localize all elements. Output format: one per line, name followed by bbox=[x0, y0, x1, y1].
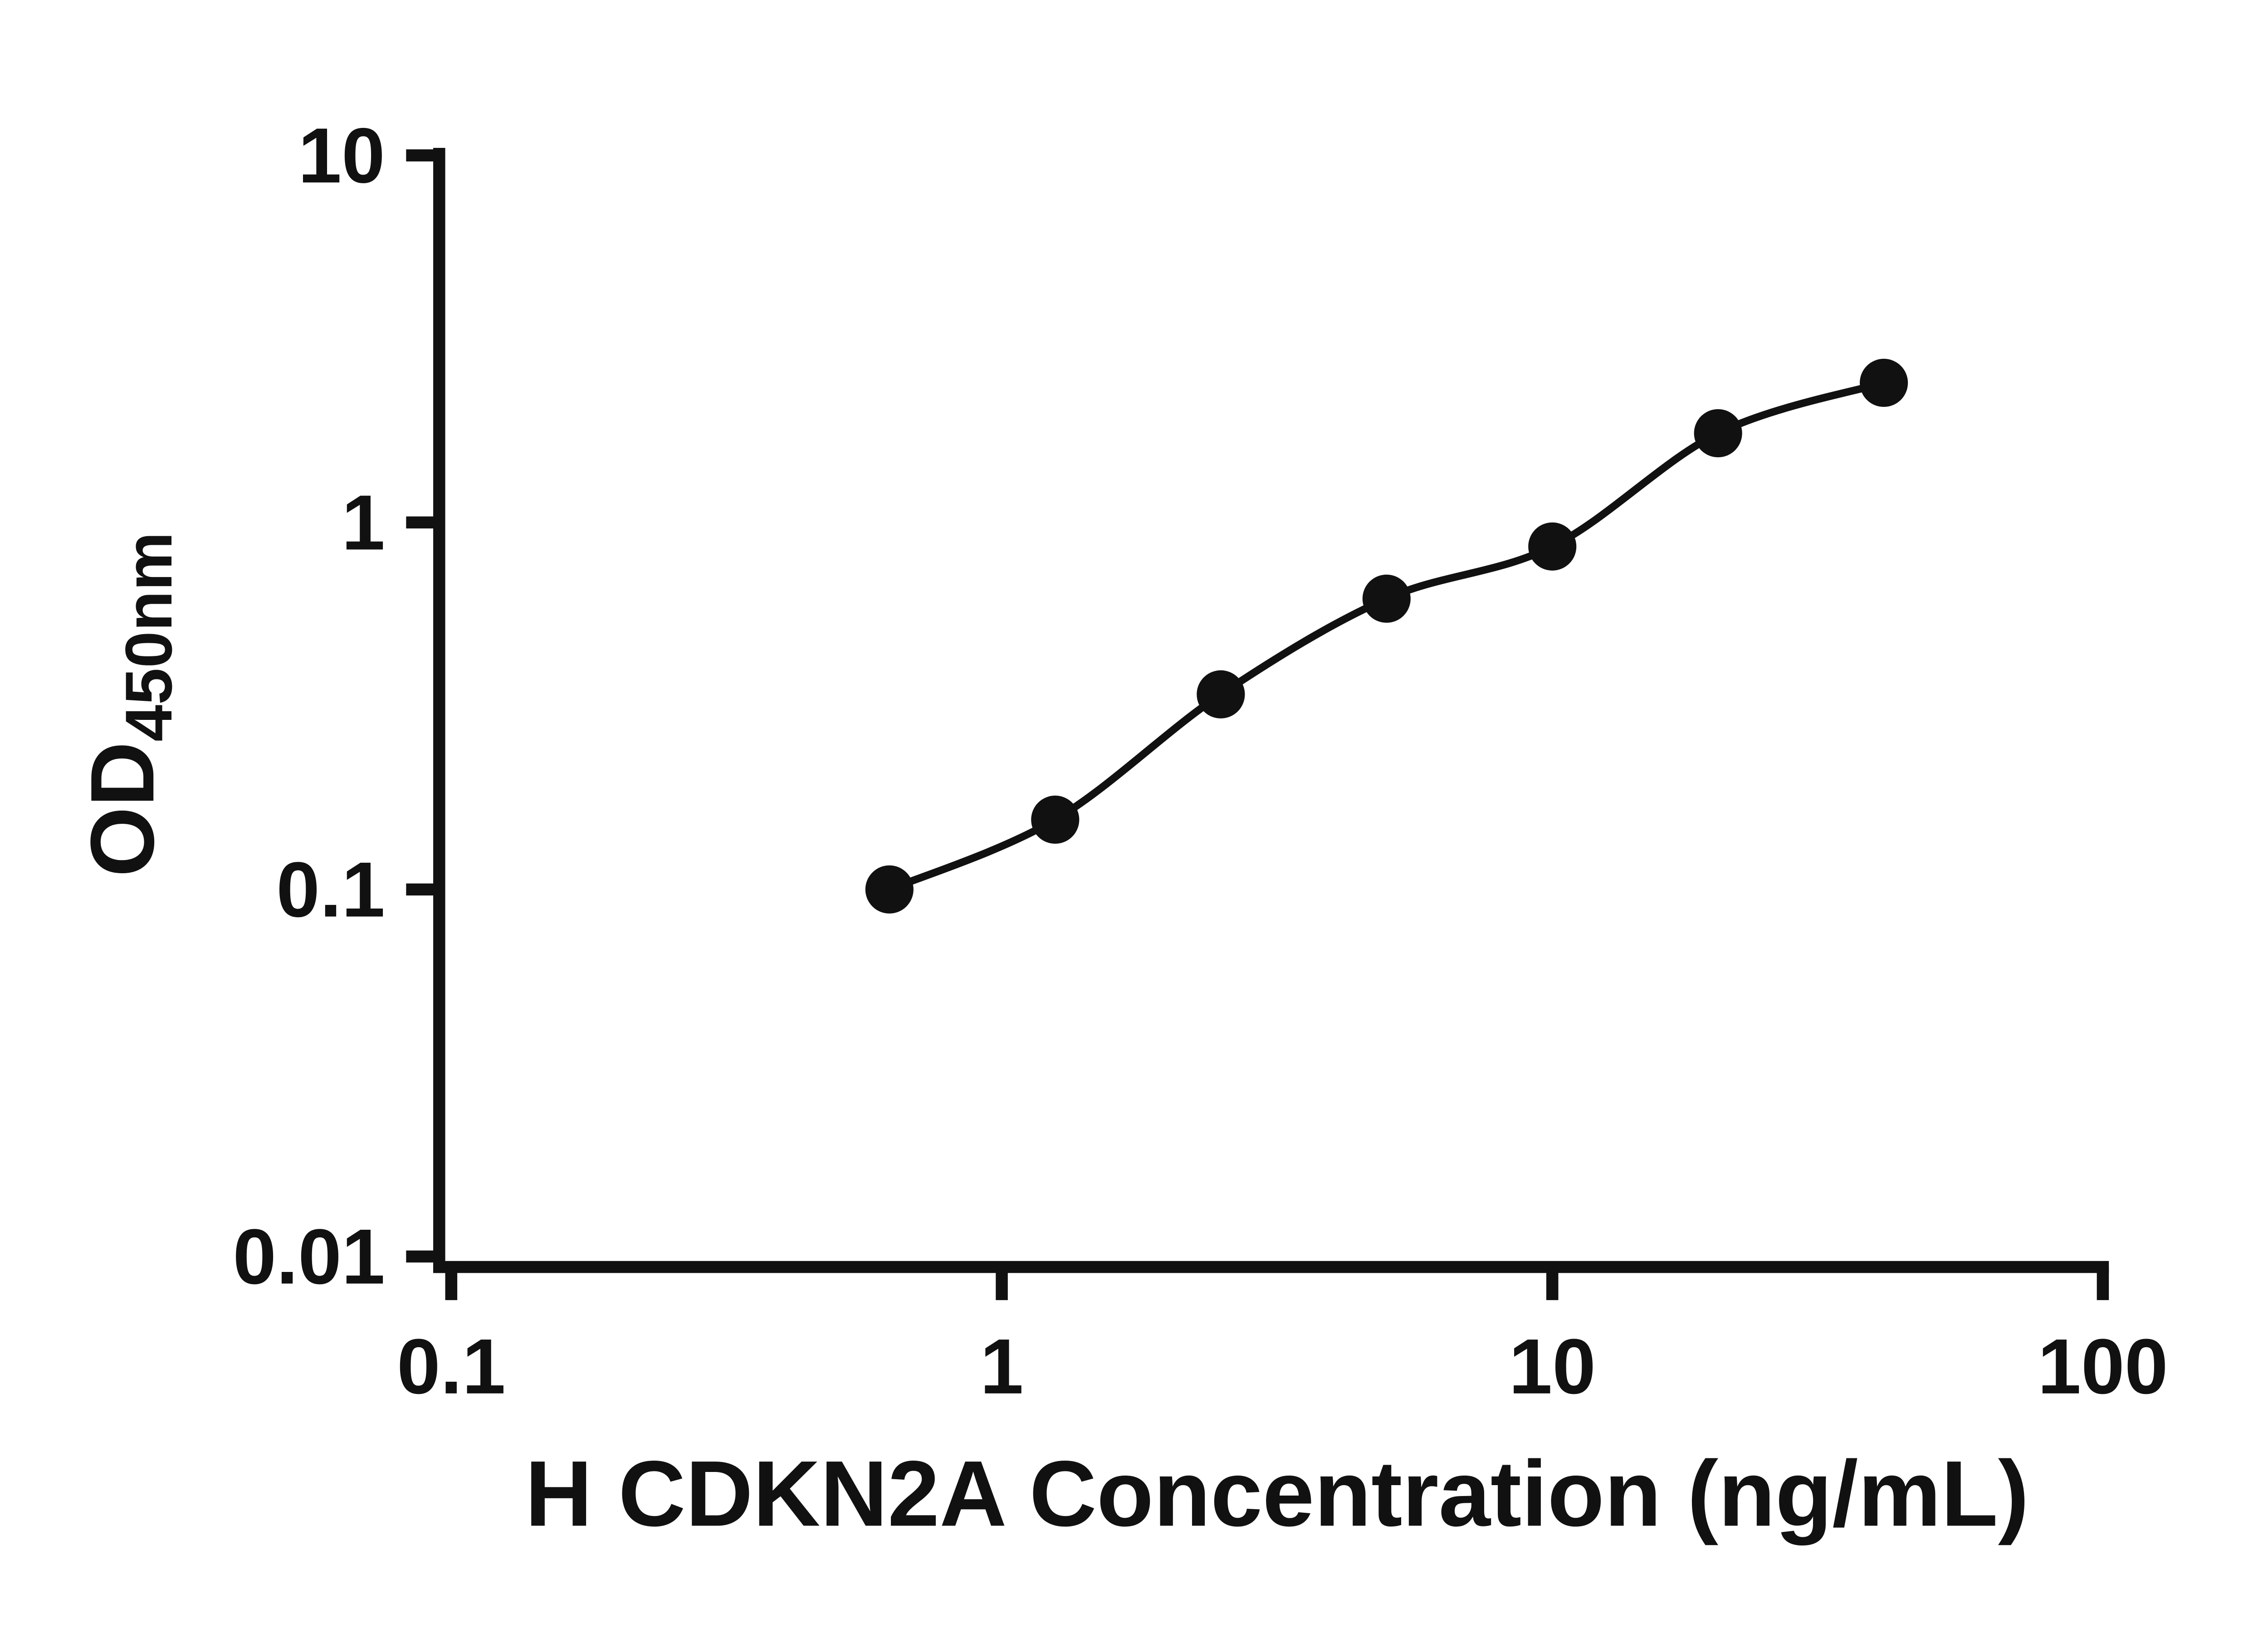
x-tick-label: 100 bbox=[2038, 1323, 2168, 1410]
x-tick-label: 0.1 bbox=[397, 1323, 506, 1410]
data-point bbox=[865, 865, 914, 914]
data-point bbox=[1694, 409, 1742, 458]
data-point bbox=[1031, 795, 1080, 844]
y-axis-label: OD450nm bbox=[72, 532, 186, 877]
data-point bbox=[1197, 670, 1245, 719]
data-point bbox=[1528, 522, 1577, 571]
y-tick-label: 1 bbox=[342, 479, 385, 566]
data-point bbox=[1362, 574, 1411, 623]
y-axis-label-subscript: 450nm bbox=[112, 532, 186, 742]
data-point bbox=[1860, 358, 1908, 407]
x-tick-label: 1 bbox=[980, 1323, 1024, 1410]
plot-area bbox=[865, 358, 1908, 914]
y-tick-label: 10 bbox=[298, 112, 385, 199]
y-axis-label-main: OD bbox=[72, 742, 173, 877]
x-axis-label: H CDKN2A Concentration (ng/mL) bbox=[525, 1442, 2029, 1546]
y-tick-label: 0.01 bbox=[233, 1213, 385, 1301]
x-tick-label: 10 bbox=[1509, 1323, 1596, 1410]
y-tick-label: 0.1 bbox=[276, 846, 385, 934]
